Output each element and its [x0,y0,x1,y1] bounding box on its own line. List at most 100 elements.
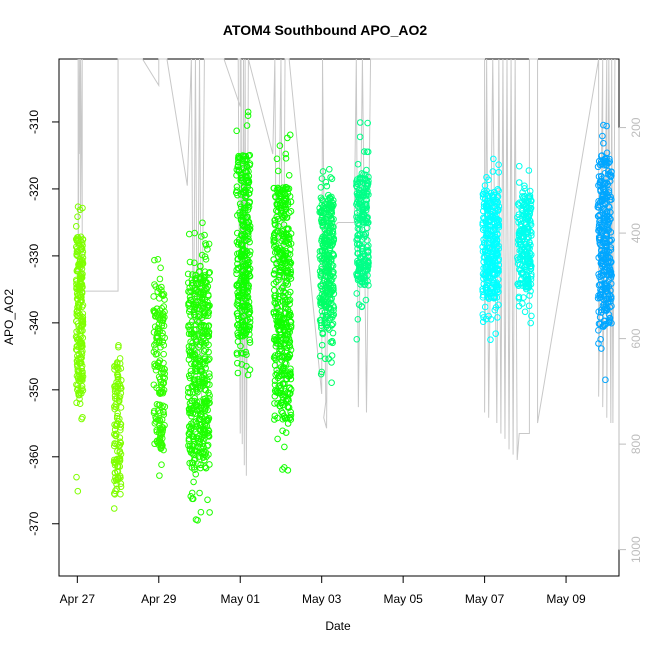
data-point [490,194,497,201]
data-point [187,493,195,500]
pressure-series [77,58,616,476]
data-point [327,295,334,303]
data-point [116,393,124,400]
plot-border [58,58,620,577]
data-point [318,324,325,332]
data-point [327,174,334,181]
data-point [193,305,201,313]
data-point [271,294,279,302]
data-point [494,198,502,206]
data-point [484,230,492,237]
data-point [155,326,162,333]
data-point [281,443,288,451]
data-point [279,381,287,388]
data-point [286,288,294,296]
data-point [190,451,197,459]
data-point [322,178,330,186]
data-point [157,343,164,351]
data-point [287,416,295,423]
data-point [200,286,208,294]
data-point [280,283,287,290]
data-point [236,333,243,340]
data-point [240,222,247,230]
data-point [356,176,364,183]
data-point [281,371,288,379]
data-point [239,268,247,276]
data-point [353,183,361,191]
data-point [191,293,198,300]
data-point [286,338,294,345]
data-point [79,204,86,212]
data-point [326,165,333,173]
data-point [284,185,291,193]
data-point [356,179,364,186]
data-point [198,251,206,259]
data-point [597,252,605,259]
data-point [326,194,334,201]
data-point [236,200,244,208]
data-point [479,226,487,233]
series-7 [316,165,338,387]
data-point [233,349,241,357]
data-point [273,303,281,310]
data-point [354,232,361,239]
data-point [322,355,329,363]
data-point [271,400,278,407]
data-point [521,182,528,190]
data-point [187,321,194,329]
data-point [528,262,535,270]
data-point [240,164,248,172]
data-point [279,184,287,192]
data-point [492,330,500,337]
data-point [483,173,490,181]
data-point [158,319,166,327]
data-point [361,175,369,183]
data-point [197,412,204,420]
data-point [279,202,286,210]
data-point [354,276,362,284]
data-point [325,276,333,283]
data-point [287,208,295,215]
data-point [275,333,282,341]
data-point [270,271,278,278]
data-point [323,321,331,329]
data-point [201,296,209,303]
data-point [190,464,198,471]
data-point [515,294,523,302]
data-point [78,351,86,358]
data-point [600,296,607,303]
data-point [527,201,534,208]
data-point [494,257,502,265]
data-point [194,388,201,396]
data-point [362,296,370,304]
data-point [286,390,294,398]
data-point [491,293,499,301]
data-point [606,315,613,322]
data-point [198,233,205,240]
data-point [356,241,364,248]
data-point [277,372,284,380]
x-tick-label: May 09 [546,592,586,606]
data-point [152,418,160,425]
data-point [237,211,244,219]
data-point [280,266,288,273]
data-point [196,489,203,497]
data-point [362,206,370,214]
data-point [280,353,288,360]
data-point [272,229,279,236]
data-point [206,268,213,276]
data-point [524,226,532,233]
data-point [158,461,165,468]
data-point [75,236,82,243]
data-point [287,268,295,276]
data-point [488,252,495,260]
data-point [528,312,535,320]
data-point [188,489,196,497]
data-point [205,370,213,377]
data-point [156,426,164,434]
data-point [283,277,291,285]
data-point [280,288,287,295]
data-point [238,361,246,368]
data-point [234,369,242,377]
data-point [354,270,362,277]
